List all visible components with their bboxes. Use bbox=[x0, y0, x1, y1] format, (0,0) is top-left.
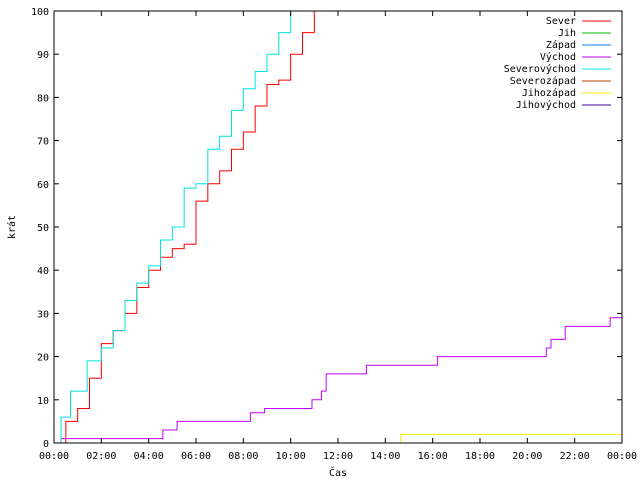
y-tick-label: 30 bbox=[37, 309, 49, 320]
legend-label: Severozápad bbox=[510, 75, 576, 87]
x-tick-label: 16:00 bbox=[418, 451, 448, 462]
legend-label: Jih bbox=[558, 28, 576, 39]
x-tick-label: 20:00 bbox=[512, 451, 542, 462]
y-tick-label: 20 bbox=[37, 353, 49, 364]
x-axis-label: Čas bbox=[329, 466, 347, 479]
y-tick-label: 80 bbox=[37, 93, 49, 104]
y-tick-label: 90 bbox=[37, 50, 49, 61]
legend-label: Severovýchod bbox=[504, 63, 576, 75]
x-tick-label: 00:00 bbox=[607, 451, 637, 462]
y-axis-label: krát bbox=[6, 215, 18, 239]
y-tick-label: 60 bbox=[37, 180, 49, 191]
legend-label: Sever bbox=[546, 16, 576, 27]
legend-label: Východ bbox=[540, 51, 576, 63]
x-tick-label: 14:00 bbox=[370, 451, 400, 462]
x-tick-label: 10:00 bbox=[276, 451, 306, 462]
x-tick-label: 12:00 bbox=[323, 451, 353, 462]
x-tick-label: 18:00 bbox=[465, 451, 495, 462]
legend-label: Západ bbox=[546, 39, 576, 51]
x-tick-label: 08:00 bbox=[228, 451, 258, 462]
y-tick-label: 40 bbox=[37, 266, 49, 277]
x-tick-label: 00:00 bbox=[39, 451, 69, 462]
legend-label: Jihozápad bbox=[522, 87, 576, 99]
legend: SeverJihZápadVýchodSeverovýchodSeverozáp… bbox=[504, 16, 611, 111]
legend-label: Jihovýchod bbox=[516, 99, 576, 111]
x-tick-label: 04:00 bbox=[134, 451, 164, 462]
x-tick-label: 22:00 bbox=[560, 451, 590, 462]
y-tick-label: 0 bbox=[43, 439, 49, 450]
series-line-4 bbox=[54, 318, 622, 443]
y-tick-label: 70 bbox=[37, 137, 49, 148]
x-tick-label: 06:00 bbox=[181, 451, 211, 462]
x-tick-label: 02:00 bbox=[86, 451, 116, 462]
y-tick-label: 50 bbox=[37, 223, 49, 234]
y-tick-label: 100 bbox=[31, 7, 49, 18]
y-tick-label: 10 bbox=[37, 396, 49, 407]
